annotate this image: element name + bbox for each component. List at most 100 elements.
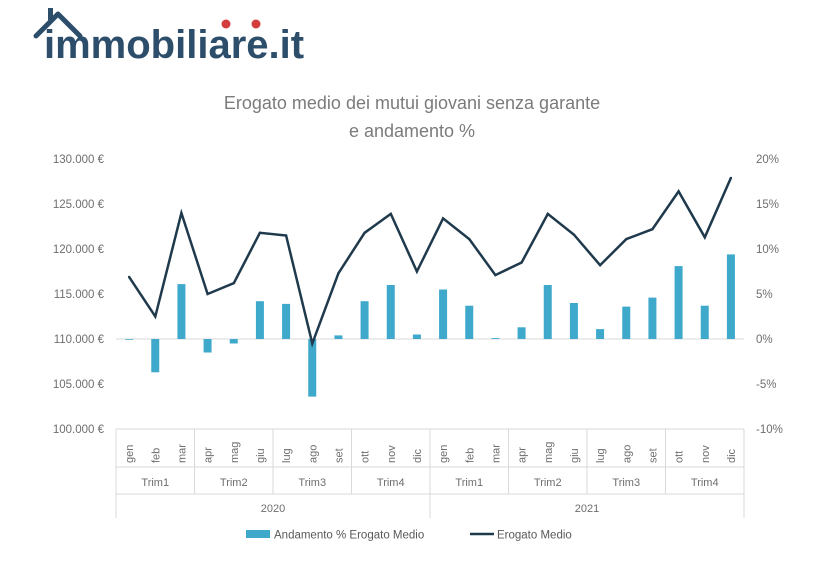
logo-dot-1 <box>221 19 231 29</box>
line-series <box>127 176 733 348</box>
month-label: giu <box>569 448 581 463</box>
bar <box>543 285 552 339</box>
category-axis: gen feb mar apr mag giu lug ago set ott nov dic gen f… <box>115 428 745 518</box>
month-label: lug <box>281 448 293 463</box>
bar <box>569 303 578 339</box>
left-tick-label: 100.000 € <box>53 424 105 436</box>
bar <box>308 339 317 397</box>
logo-text: immobiliare.it <box>44 23 304 67</box>
month-label: mag <box>229 442 241 463</box>
line-point <box>468 237 471 241</box>
bar <box>282 303 291 339</box>
line-point <box>703 236 706 239</box>
line-point <box>127 275 131 279</box>
quarter-label: Trim2 <box>220 477 248 489</box>
left-tick-label: 110.000 € <box>54 334 105 346</box>
line-point <box>363 231 366 234</box>
line-point <box>546 212 549 216</box>
right-tick-label: 10% <box>756 244 779 256</box>
quarter-label: Trim4 <box>691 477 719 489</box>
quarter-label: Trim1 <box>141 477 169 489</box>
bar <box>648 297 657 339</box>
bar <box>700 305 709 339</box>
line-point <box>232 282 235 285</box>
line-path <box>128 177 733 348</box>
bar <box>177 284 186 339</box>
line-point <box>520 261 523 264</box>
line-point <box>625 237 628 241</box>
month-label: nov <box>386 445 398 463</box>
month-label: mar <box>176 444 188 463</box>
quarter-label: Trim3 <box>612 477 640 489</box>
bar <box>360 301 369 339</box>
legend-bar-swatch <box>246 530 270 538</box>
line-point <box>677 190 680 193</box>
legend: Andamento % Erogato Medio Erogato Medio <box>246 530 572 542</box>
bar <box>622 306 631 339</box>
month-label: ott <box>674 451 686 463</box>
bar <box>334 335 343 339</box>
logo-dot-2 <box>251 19 261 29</box>
month-label: apr <box>517 447 529 463</box>
bar <box>491 338 500 339</box>
year-label: 2020 <box>261 503 285 515</box>
line-point <box>337 272 340 275</box>
line-point <box>389 212 392 216</box>
line-point <box>494 273 497 277</box>
right-tick-label: -10% <box>756 424 783 436</box>
month-label: set <box>333 448 345 463</box>
bar <box>412 334 421 339</box>
bar <box>439 289 448 339</box>
bar <box>465 305 474 339</box>
quarter-label: Trim1 <box>455 477 483 489</box>
line-point <box>311 342 314 345</box>
line-point <box>284 234 288 237</box>
month-label: ott <box>360 451 372 463</box>
line-point <box>415 270 419 273</box>
bar <box>203 339 212 353</box>
line-point <box>572 233 576 236</box>
month-label: dic <box>726 448 738 463</box>
line-point <box>206 292 209 296</box>
right-axis: -10% -5% 0% 5% 10% 15% 20% <box>756 154 783 436</box>
bar <box>255 301 264 339</box>
bar <box>726 254 735 339</box>
house-icon <box>33 8 83 39</box>
left-axis: 100.000 € 105.000 € 110.000 € 115.000 € 120.… <box>53 154 105 436</box>
left-tick-label: 115.000 € <box>54 289 105 301</box>
legend-line-label: Erogato Medio <box>497 530 572 542</box>
left-tick-label: 130.000 € <box>53 154 105 166</box>
right-tick-label: 0% <box>756 334 773 346</box>
left-tick-label: 105.000 € <box>53 379 105 391</box>
legend-bar-label: Andamento % Erogato Medio <box>274 530 424 542</box>
month-label: feb <box>150 448 162 463</box>
line-point <box>729 176 733 180</box>
quarter-label: Trim4 <box>377 477 405 489</box>
month-label: giu <box>255 448 267 463</box>
line-point <box>180 211 183 215</box>
bar <box>386 285 395 339</box>
quarter-label: Trim2 <box>534 477 562 489</box>
year-label: 2021 <box>575 503 599 515</box>
bar <box>596 329 605 339</box>
right-tick-label: 20% <box>756 154 779 166</box>
month-label: feb <box>464 448 476 463</box>
bar <box>125 339 134 340</box>
chart-title-line1: Erogato medio dei mutui giovani senza ga… <box>224 93 600 113</box>
line-point <box>258 231 262 234</box>
line-point <box>651 228 654 231</box>
month-label: ago <box>621 445 633 463</box>
bar <box>229 339 238 344</box>
bar-series <box>125 254 735 397</box>
brand-logo[interactable]: immobiliare.it <box>33 8 304 67</box>
month-label: gen <box>438 445 450 463</box>
month-label: ago <box>307 445 319 463</box>
month-label: mar <box>490 444 502 463</box>
month-label: mag <box>543 442 555 463</box>
bar <box>151 339 160 373</box>
left-tick-label: 125.000 € <box>53 199 105 211</box>
bar <box>517 327 526 339</box>
right-tick-label: 15% <box>756 199 779 211</box>
left-tick-label: 120.000 € <box>53 244 105 256</box>
